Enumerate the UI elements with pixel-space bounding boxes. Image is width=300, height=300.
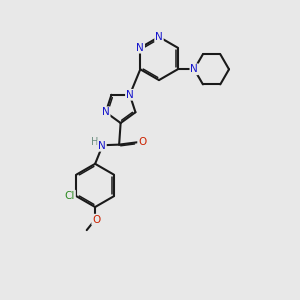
Text: Cl: Cl (64, 190, 75, 201)
Text: O: O (138, 137, 146, 147)
Text: O: O (92, 214, 100, 225)
Text: N: N (190, 64, 198, 74)
Text: N: N (136, 43, 144, 53)
Text: N: N (98, 141, 106, 151)
Text: H: H (91, 136, 98, 147)
Text: N: N (155, 32, 163, 42)
Text: N: N (102, 107, 110, 117)
Text: N: N (126, 90, 134, 100)
